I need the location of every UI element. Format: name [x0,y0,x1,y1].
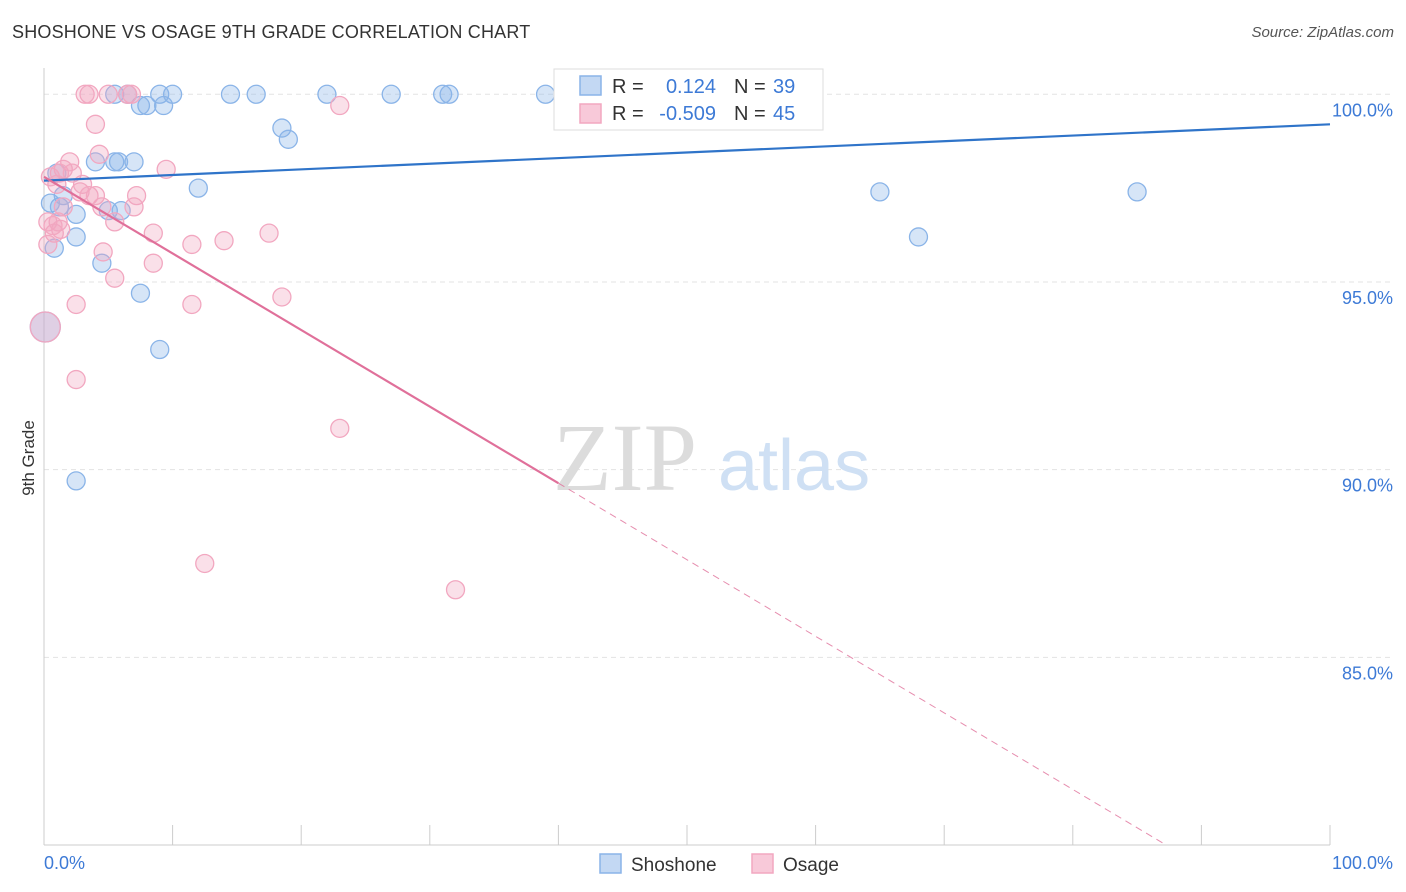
shoshone-point-15 [272,118,292,138]
osage-point-19 [85,185,106,206]
legend-r-label-2: R = [612,103,644,125]
shoshone-point-8 [433,84,453,104]
tick-labels: 85.0% 90.0% 95.0% 100.0% 0.0% 100.0% [44,100,1393,873]
trend-lines [43,123,1331,846]
osage-trend-dashed [558,482,1167,846]
osage-point-30 [182,234,202,255]
osage-point-31 [38,234,58,255]
osage-point-32 [93,242,113,262]
osage-point-17 [126,185,147,206]
shoshone-point-12 [137,95,157,116]
osage-point-1 [75,84,95,104]
series-osage [29,84,466,600]
axes [43,68,1331,846]
shoshone-point-10 [535,84,556,104]
osage-point-37 [66,294,86,315]
legend-bottom: Shoshone Osage [599,853,839,876]
osage-point-44 [43,216,63,236]
shoshone-point-4 [220,84,241,104]
osage-point-22 [124,197,144,217]
osage-point-29 [214,231,234,251]
osage-point-35 [272,287,292,307]
osage-point-40 [330,418,350,438]
osage-point-28 [259,223,279,243]
osage-point-38 [29,311,61,343]
shoshone-point-5 [246,84,266,104]
shoshone-point-36 [908,227,929,247]
osage-point-41 [195,553,215,574]
shoshone-point-34 [66,471,86,491]
legend-r-osage: -0.509 [659,103,716,125]
osage-point-42 [445,580,466,600]
shoshone-point-13 [153,95,174,116]
osage-point-36 [182,294,202,315]
shoshone-point-16 [278,129,298,149]
osage-point-6 [85,114,106,134]
osage-point-2 [98,84,118,104]
watermark: ZIP atlas [553,404,870,511]
legend-swatch-shoshone [579,75,602,96]
legend-r-shoshone: 0.124 [666,76,716,98]
shoshone-point-33 [150,339,170,360]
osage-point-33 [143,253,163,273]
bottom-legend-swatch-shoshone [599,853,622,874]
shoshone-point-32 [130,283,151,303]
osage-point-24 [48,212,68,232]
watermark-zip: ZIP [553,404,697,511]
shoshone-point-29 [66,227,86,247]
osage-point-7 [89,144,109,164]
osage-point-34 [105,268,125,288]
gridlines [44,93,1394,658]
x-tick-label-1: 100.0% [1332,853,1393,873]
bottom-legend-swatch-osage [751,853,774,874]
legend-swatch-osage [579,103,602,124]
shoshone-point-21 [870,182,890,202]
y-axis-title: 9th Grade [19,420,38,496]
legend-n-osage: 45 [773,103,795,125]
osage-point-10 [156,159,176,179]
shoshone-point-9 [439,84,459,104]
x-tick-label-0: 0.0% [44,853,85,873]
osage-point-39 [66,369,86,390]
y-tick-label-3: 100.0% [1332,100,1393,120]
watermark-atlas: atlas [718,426,870,506]
bottom-legend-osage: Osage [783,855,839,876]
y-tick-label-2: 95.0% [1342,288,1393,308]
y-tick-label-0: 85.0% [1342,663,1393,683]
shoshone-point-22 [1127,182,1147,202]
chart-source: Source: ZipAtlas.com [1251,24,1394,41]
legend-n-label-1: N = [734,76,766,98]
legend-box: R = 0.124 N = 39 R = -0.509 N = 45 [553,68,824,131]
osage-point-20 [53,197,73,217]
legend-n-label-2: N = [734,103,766,125]
shoshone-trend-solid [43,123,1331,182]
osage-point-5 [330,95,350,116]
chart-title: SHOSHONE VS OSAGE 9TH GRADE CORRELATION … [12,22,531,42]
osage-trend-solid [43,175,559,485]
shoshone-point-18 [124,152,144,172]
legend-n-shoshone: 39 [773,76,795,98]
legend-r-label-1: R = [612,76,644,98]
osage-point-4 [121,84,142,104]
y-tick-label-1: 90.0% [1342,476,1393,496]
bottom-legend-shoshone: Shoshone [631,855,717,876]
shoshone-point-20 [188,178,208,198]
shoshone-point-7 [381,84,401,104]
shoshone-point-6 [317,84,337,104]
shoshone-point-19 [108,152,129,172]
